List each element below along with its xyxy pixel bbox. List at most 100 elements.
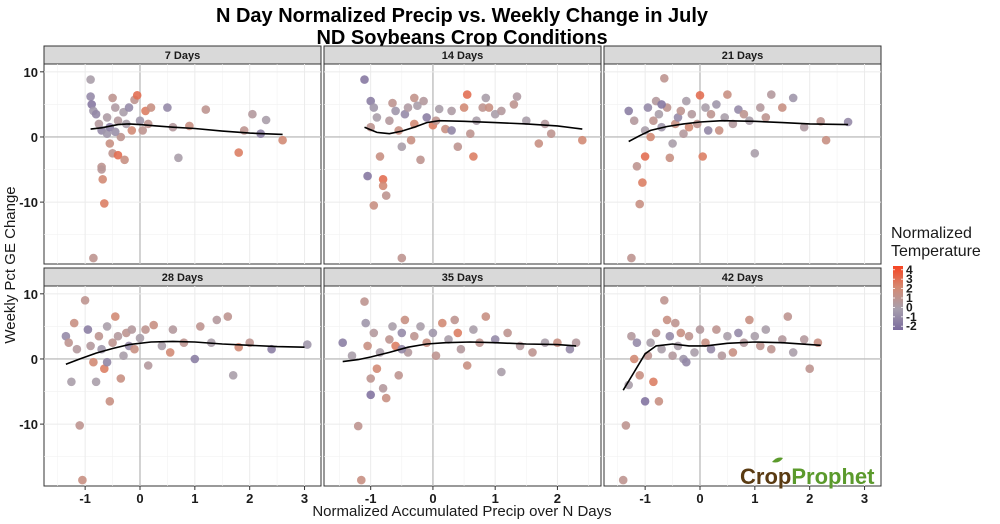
data-point [422,338,432,348]
data-point [363,341,372,351]
data-point [67,377,76,387]
data-point [728,348,738,357]
data-point [357,475,366,485]
y-axis-title: Weekly Pct GE Change [2,186,19,343]
data-point [805,364,814,374]
data-point [481,93,491,103]
data-point [618,475,628,485]
data-point [714,126,724,135]
data-point [105,397,115,406]
data-point [102,129,112,138]
data-point [196,322,205,331]
data-point [668,351,677,361]
legend-tick-label: 2 [906,282,913,296]
data-point [369,103,379,112]
data-point [684,122,694,132]
data-point [450,315,460,325]
data-point [481,312,491,321]
data-point [108,93,117,103]
data-point [381,393,391,403]
legend-tick-label: -2 [906,319,917,333]
data-point [113,150,123,160]
data-point [761,325,771,334]
data-point [767,344,776,354]
data-point [366,374,376,383]
data-point [462,361,472,370]
facet-strip-label: 35 Days [442,272,484,284]
data-point [540,119,550,129]
data-point [490,335,500,344]
data-point [419,96,428,106]
data-point [397,142,407,151]
data-point [113,116,123,125]
facet-panel: 14 Days [323,45,602,265]
data-point [706,109,716,119]
data-point [646,132,655,142]
data-point [484,103,494,112]
data-point [788,93,798,103]
x-axis-title: Normalized Accumulated Precip over N Day… [312,503,611,520]
data-point [111,103,120,112]
data-point [453,142,463,151]
data-point [378,181,388,191]
data-point [706,344,716,354]
data-point [100,364,109,374]
data-point [503,328,512,338]
data-point [632,162,642,171]
data-point [497,106,506,116]
facet-panel: 21 Days [603,45,882,265]
facet-strip-label: 21 Days [722,50,764,62]
data-point [174,153,183,163]
data-point [553,338,562,348]
data-point [228,371,238,380]
data-point [78,475,87,485]
data-point [528,348,537,357]
data-point [466,129,475,138]
facet-strip-label: 42 Days [722,272,764,284]
data-point [682,96,691,106]
data-point [72,344,82,354]
data-point [447,126,456,135]
data-point [86,341,95,351]
data-point [61,331,71,341]
data-point [447,106,456,116]
data-point [640,152,650,161]
data-point [673,113,683,122]
x-tick-label: -1 [79,491,91,506]
data-point [303,340,312,349]
data-point [627,253,636,263]
data-point [388,322,397,331]
legend-tick-label: -1 [906,310,917,324]
data-point [621,421,631,430]
data-point [105,139,115,148]
data-point [394,371,404,380]
data-point [347,351,357,361]
data-point [799,335,809,344]
data-point [369,201,379,210]
data-point [635,371,644,380]
data-point [138,126,147,135]
data-point [102,113,112,122]
data-point [422,113,432,122]
data-point [723,90,732,99]
plot-area [43,285,322,487]
data-point [651,328,661,338]
smooth-line [622,341,821,391]
data-point [102,322,112,331]
data-point [703,126,713,135]
data-point [163,103,172,112]
smooth-line [342,341,577,363]
data-point [353,421,363,431]
data-point [120,155,129,165]
data-point [369,328,379,338]
data-point [135,116,145,125]
data-point [660,296,669,305]
data-point [157,341,167,351]
smooth-line [65,340,305,365]
facet-strip-label: 28 Days [162,272,204,284]
data-point [248,109,257,119]
smooth-line [90,123,283,136]
data-point [223,312,233,321]
data-point [385,335,394,344]
